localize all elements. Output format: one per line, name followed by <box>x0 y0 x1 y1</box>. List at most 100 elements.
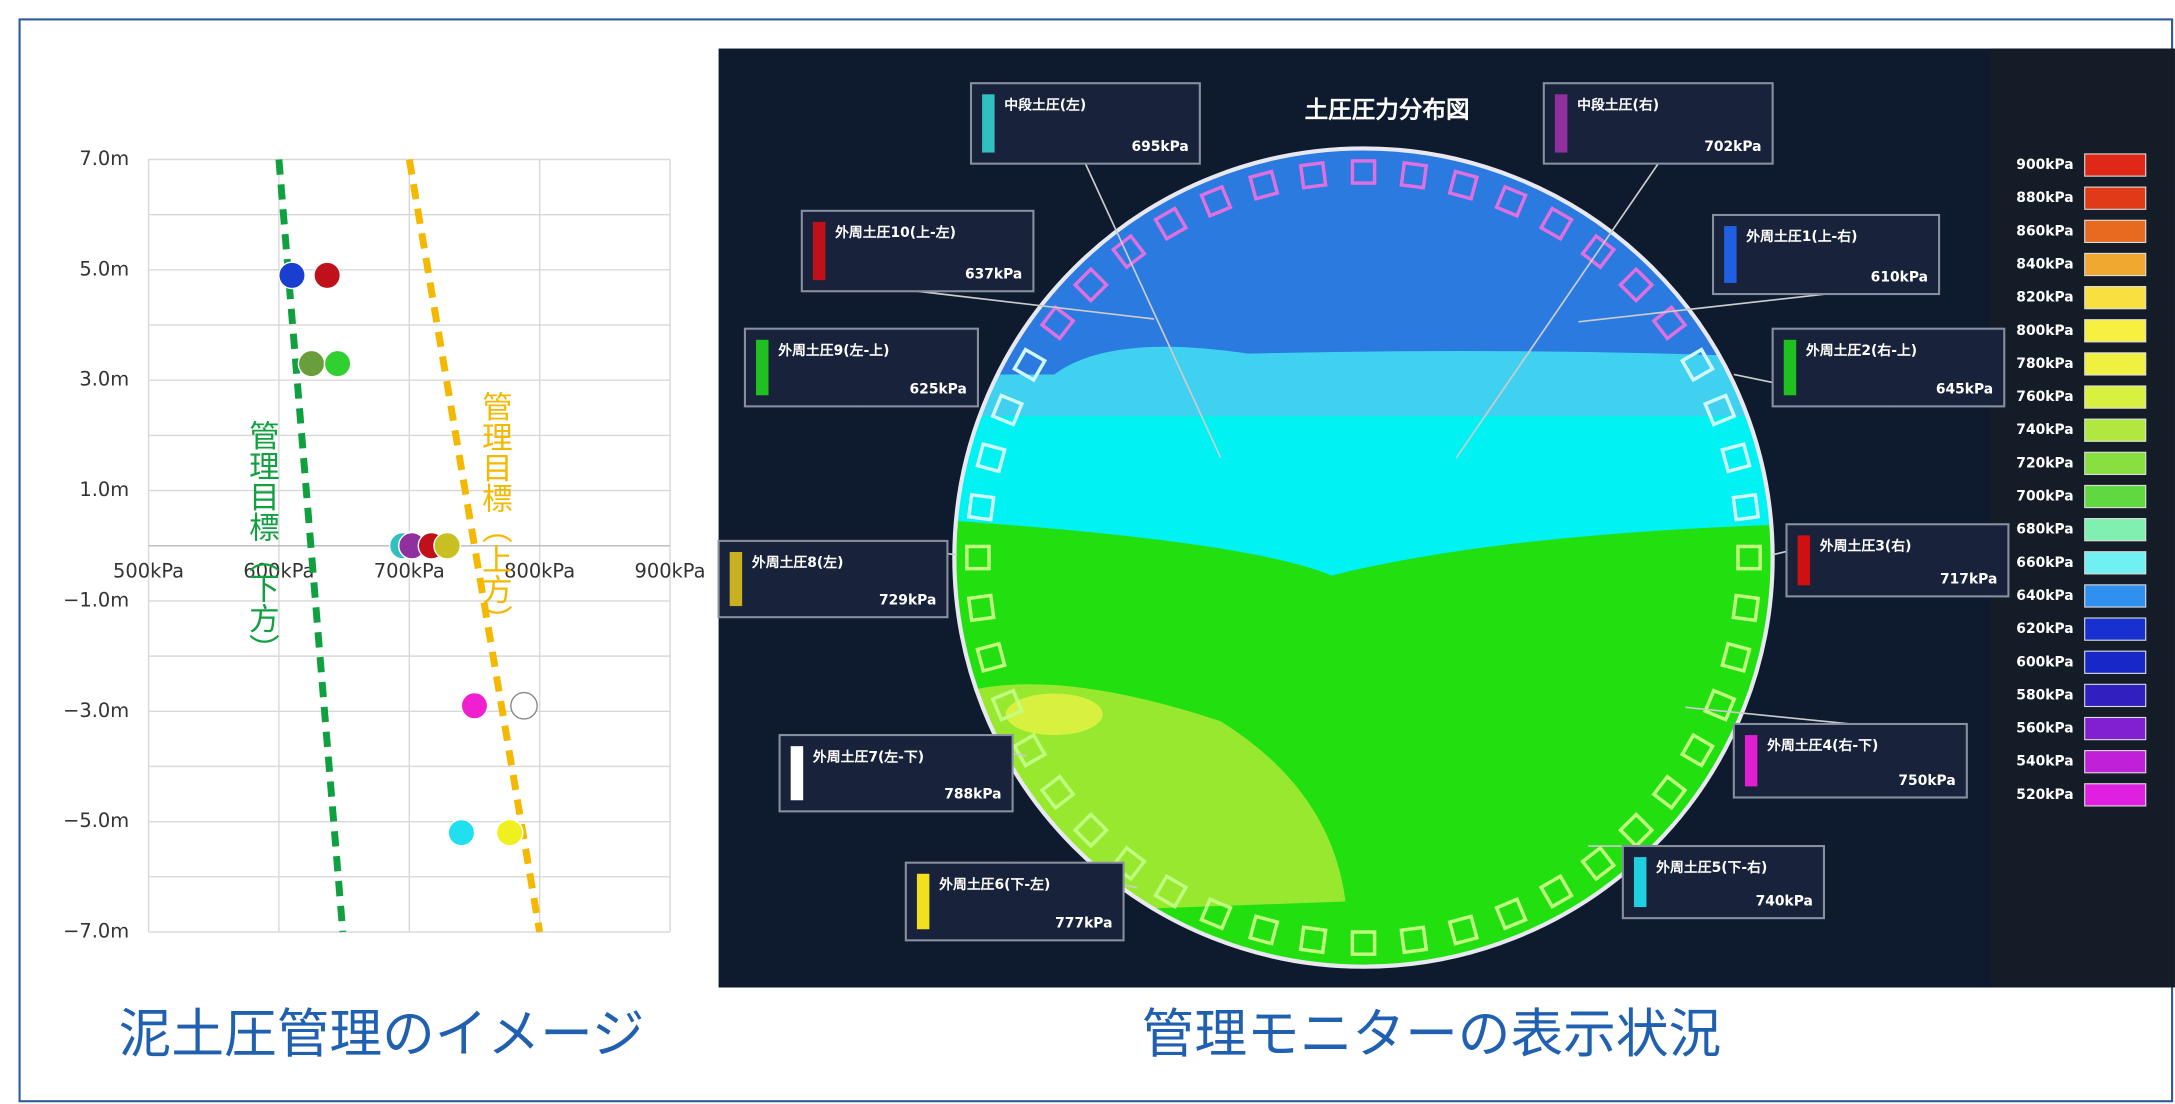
rim-sensors <box>965 159 1762 956</box>
rim-sensor <box>1731 492 1761 522</box>
rim-sensor <box>1247 169 1280 201</box>
sensor-label: 中段土圧(右) <box>1577 96 1659 113</box>
rim-sensor <box>1702 393 1737 427</box>
sensor-value: 788kPa <box>944 787 1001 803</box>
legend-swatch <box>2084 352 2147 376</box>
data-point <box>460 691 489 720</box>
rim-sensor <box>1399 160 1429 190</box>
rim-sensor <box>966 492 996 522</box>
legend-label: 540kPa <box>2016 754 2073 770</box>
legend-swatch <box>2084 285 2147 310</box>
rim-sensor <box>1199 897 1233 931</box>
leader-line <box>1578 293 1827 323</box>
sensor-color <box>1633 857 1647 908</box>
legend-swatch <box>2084 551 2147 575</box>
leader-line <box>1455 163 1659 459</box>
rim-sensor <box>1072 266 1110 304</box>
target-line <box>405 158 544 933</box>
rim-sensor <box>1731 593 1761 623</box>
legend-label: 600kPa <box>2016 654 2073 670</box>
sensor-color <box>982 94 995 153</box>
legend-swatch <box>2084 385 2147 409</box>
data-point <box>447 818 476 847</box>
data-point <box>278 261 306 290</box>
rim-sensor <box>1679 347 1715 383</box>
legend-label: 740kPa <box>2016 422 2073 438</box>
legend-swatch <box>2084 451 2147 476</box>
legend-label: 580kPa <box>2016 687 2073 703</box>
legend-label: 860kPa <box>2016 223 2073 239</box>
sensor-value: 645kPa <box>1936 382 1993 398</box>
rim-sensor <box>1447 169 1480 201</box>
rim-sensor <box>990 393 1025 427</box>
data-point <box>323 349 352 378</box>
rim-sensor <box>1494 897 1528 931</box>
y-tick-label: 5.0m <box>79 257 129 280</box>
sensor-value: 717kPa <box>1940 572 1997 588</box>
sensor-box <box>778 734 1014 813</box>
legend-label: 680kPa <box>2016 522 2073 538</box>
legend-swatch <box>2084 186 2147 210</box>
rim-sensor <box>1617 812 1655 849</box>
sensor-value: 750kPa <box>1898 773 1955 789</box>
rim-sensor <box>1350 930 1377 956</box>
rim-sensor <box>1580 845 1617 882</box>
sensor-box <box>1785 523 2010 598</box>
sensor-label: 外周土圧4(右-下) <box>1767 737 1878 754</box>
rim-sensor <box>1538 873 1574 909</box>
legend-swatch <box>2084 418 2147 442</box>
legend-label: 660kPa <box>2016 555 2073 571</box>
legend-swatch <box>2084 650 2147 674</box>
data-point <box>433 531 461 560</box>
rim-sensor <box>1350 159 1377 185</box>
rim-sensor <box>965 544 991 571</box>
sensor-color <box>812 221 826 281</box>
legend-label: 760kPa <box>2016 389 2073 405</box>
sensor-value: 625kPa <box>910 382 967 398</box>
sensor-color <box>1797 535 1811 586</box>
rim-sensor <box>1736 544 1762 571</box>
rim-sensor <box>1012 347 1048 383</box>
sensor-value: 637kPa <box>965 267 1022 283</box>
leader-line <box>1084 163 1222 459</box>
y-tick-label: −1.0m <box>63 588 129 611</box>
sensor-box <box>717 539 949 619</box>
sensor-box <box>1542 82 1774 165</box>
legend-swatch <box>2084 683 2147 708</box>
sensor-box <box>1732 722 1968 799</box>
sensor-box <box>1621 844 1826 920</box>
sensor-label: 外周土圧9(左-上) <box>778 342 889 359</box>
rim-sensor <box>975 442 1007 474</box>
legend-label: 560kPa <box>2016 721 2073 737</box>
sensor-label: 外周土圧1(上-右) <box>1746 228 1857 245</box>
target-label: 管理目標（上方） <box>476 391 512 635</box>
sensor-label: 外周土圧6(下-左) <box>939 876 1050 893</box>
legend-swatch <box>2084 252 2147 277</box>
legend-label: 820kPa <box>2016 290 2073 306</box>
caption: 管理モニターの表示状況 <box>1142 1004 1722 1065</box>
sensor-label: 外周土圧5(下-右) <box>1656 859 1767 876</box>
rim-sensor <box>1153 873 1189 909</box>
rim-sensor <box>1538 206 1574 242</box>
y-tick-label: 3.0m <box>79 368 129 391</box>
shield-outline <box>952 146 1775 969</box>
legend-label: 620kPa <box>2016 621 2073 637</box>
scatter-chart: 7.0m 5.0m 3.0m 1.0m −1.0m −3.0m −5.0m −7.0m 500k… <box>63 147 705 943</box>
rim-sensor <box>1298 160 1328 190</box>
rim-sensor <box>1039 774 1076 811</box>
rim-sensor <box>975 641 1007 674</box>
data-point <box>510 691 538 720</box>
legend-swatch <box>2084 584 2147 608</box>
sensor-color <box>729 552 743 607</box>
sensor-color <box>1724 226 1737 283</box>
rim-sensor <box>1199 184 1233 219</box>
sensor-color <box>790 746 804 801</box>
rim-sensor <box>966 593 996 623</box>
sensor-box <box>969 82 1201 165</box>
rim-sensor <box>990 688 1025 722</box>
legend-label: 780kPa <box>2016 356 2073 372</box>
rim-sensor <box>1702 688 1737 722</box>
sensor-value: 777kPa <box>1055 916 1112 932</box>
